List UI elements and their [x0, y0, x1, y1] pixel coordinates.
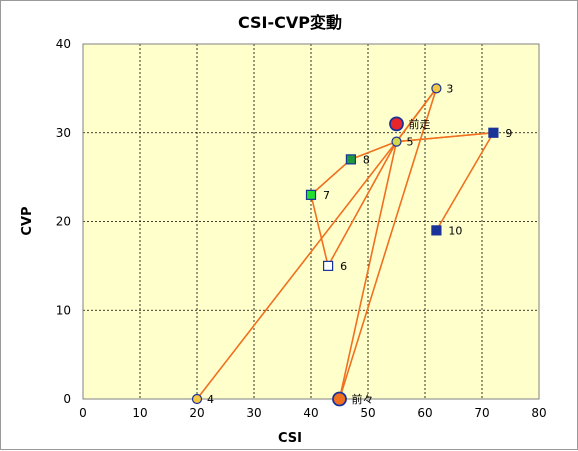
y-axis-title: CVP [20, 206, 35, 235]
data-point-square [488, 127, 499, 138]
x-tick-label: 70 [474, 406, 489, 420]
x-tick-label: 10 [132, 406, 147, 420]
data-point-circle [391, 136, 402, 147]
data-point-square [431, 225, 442, 236]
data-point-label: 6 [340, 260, 347, 273]
data-point-label: 前走 [409, 117, 431, 131]
plot-border [82, 43, 540, 400]
series-line [196, 141, 398, 400]
x-tick-label: 40 [303, 406, 318, 420]
x-tick-label: 0 [79, 406, 87, 420]
data-point-circle [431, 83, 442, 94]
y-tick-label: 30 [56, 126, 71, 140]
y-tick-label: 40 [56, 37, 71, 51]
data-point-circle [332, 391, 347, 407]
data-point-circle [191, 393, 203, 405]
data-point-label: 9 [505, 127, 512, 140]
x-tick-label: 30 [246, 406, 261, 420]
y-tick-label: 20 [56, 215, 71, 229]
data-point-label: 10 [448, 224, 462, 237]
plot-area: 0 10 20 30 40 50 60 70 80 0 10 20 30 40 3 前走 5 9 8 7 10 6 4 前々 [56, 37, 547, 420]
data-point-label: 8 [363, 153, 370, 166]
data-point-label: 3 [446, 82, 453, 95]
data-point-square [305, 189, 317, 200]
data-point-square [345, 154, 356, 165]
series-line [310, 194, 329, 267]
x-axis-title: CSI [278, 431, 302, 446]
data-point-label: 前々 [352, 392, 374, 406]
y-tick-label: 10 [56, 303, 71, 317]
x-tick-label: 50 [360, 406, 375, 420]
series-line [338, 141, 398, 400]
data-point-square [323, 260, 334, 271]
x-tick-label: 60 [417, 406, 432, 420]
chart-title: CSI-CVP変動 [238, 13, 342, 32]
data-point-label: 5 [407, 136, 414, 149]
x-tick-label: 20 [189, 406, 204, 420]
data-point-label: 4 [207, 393, 214, 406]
series-line [396, 131, 494, 143]
series-line [327, 141, 398, 267]
data-point-label: 7 [323, 189, 330, 202]
data-point-circle [389, 116, 404, 132]
x-tick-label: 80 [531, 406, 546, 420]
series-line [395, 87, 438, 143]
series-line [435, 132, 495, 231]
series-line [350, 140, 397, 161]
series-line [310, 158, 352, 196]
y-tick-label: 0 [63, 392, 71, 406]
